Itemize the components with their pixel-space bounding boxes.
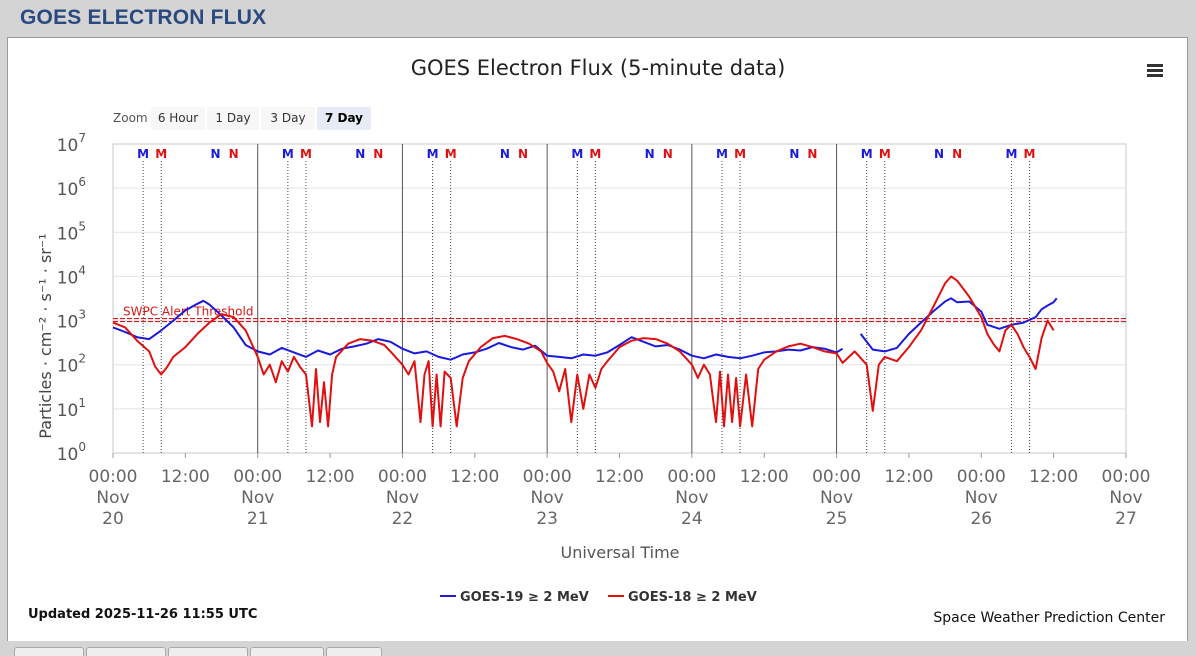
marker-label: M (1005, 147, 1017, 161)
updated-timestamp: Updated 2025-11-26 11:55 UTC (28, 607, 257, 622)
page-title: GOES ELECTRON FLUX (20, 6, 267, 29)
x-tick-label: 00:00 Nov 23 (523, 467, 572, 529)
x-tick-label: 00:00 Nov 26 (957, 467, 1006, 529)
y-tick-label: 106 (57, 175, 86, 200)
legend-label: GOES-19 ≥ 2 MeV (460, 590, 589, 605)
x-tick-label: 00:00 Nov 24 (667, 467, 716, 529)
zoom-button-label: 7 Day (325, 111, 363, 125)
chart-title: GOES Electron Flux (5-minute data) (411, 56, 786, 80)
marker-label: N (645, 147, 655, 161)
x-axis-label: Universal Time (560, 543, 679, 562)
zoom-button-3d[interactable]: 3 Day (261, 107, 315, 130)
y-tick-label: 105 (57, 219, 86, 244)
marker-label: N (355, 147, 365, 161)
zoom-button-7d[interactable]: 7 Day (317, 107, 371, 130)
x-tick-label: 00:00 Nov 25 (812, 467, 861, 529)
marker-label: M (155, 147, 167, 161)
marker-label: M (589, 147, 601, 161)
y-tick-label: 107 (57, 131, 86, 156)
day-lines (257, 144, 838, 453)
marker-label: M (571, 147, 583, 161)
x-tick-label: 00:00 Nov 27 (1102, 467, 1151, 529)
y-tick-label: 100 (57, 440, 86, 465)
zoom-button-label: 6 Hour (158, 111, 198, 125)
chart-panel: GOES Electron Flux (5-minute data) Zoom … (7, 37, 1188, 642)
marker-label: M (1024, 147, 1036, 161)
x-tick-label: 00:00 Nov 22 (378, 467, 427, 529)
x-tick-label: 00:00 Nov 21 (233, 467, 282, 529)
zoom-button-label: 3 Day (270, 111, 305, 125)
x-tick-label: 12:00 (306, 467, 355, 487)
y-tick-label: 104 (57, 263, 86, 288)
marker-label: M (879, 147, 891, 161)
bottom-tab-strip (0, 641, 1196, 656)
x-tick-labels: 00:00 Nov 20 12:00 00:00 Nov 21 12:00 00:00 Nov 22… (89, 453, 1151, 529)
marker-label: N (934, 147, 944, 161)
marker-label: N (373, 147, 383, 161)
marker-label: N (518, 147, 528, 161)
electron-flux-chart: GOES Electron Flux (5-minute data) Zoom … (28, 56, 1165, 626)
zoom-button-6h[interactable]: 6 Hour (151, 107, 205, 130)
y-tick-labels: 100 101 102 103 104 105 106 107 (57, 131, 86, 465)
marker-label: N (663, 147, 673, 161)
data-series (112, 275, 1058, 428)
grid-lines (113, 187, 1126, 410)
x-tick-label: 12:00 (450, 467, 499, 487)
zoom-controls: Zoom 6 Hour 1 Day 3 Day 7 Day (113, 107, 371, 130)
zoom-button-1d[interactable]: 1 Day (207, 107, 259, 130)
x-tick-label: 12:00 (1029, 467, 1078, 487)
marker-label: M (716, 147, 728, 161)
y-tick-label: 103 (57, 308, 86, 333)
plot-border (112, 143, 1127, 454)
credit-text: Space Weather Prediction Center (933, 610, 1165, 626)
legend-item-goes18[interactable]: GOES-18 ≥ 2 MeV (608, 590, 757, 605)
series-line-goes19 (112, 297, 1058, 361)
marker-label: M (282, 147, 294, 161)
x-tick-label: 12:00 (595, 467, 644, 487)
legend: GOES-19 ≥ 2 MeV GOES-18 ≥ 2 MeV (440, 590, 757, 605)
y-axis-label: Particles · cm⁻² · s⁻¹ · sr⁻¹ (36, 233, 55, 438)
marker-label: M (861, 147, 873, 161)
x-tick-label: 12:00 (884, 467, 933, 487)
legend-label: GOES-18 ≥ 2 MeV (628, 590, 757, 605)
marker-label: N (210, 147, 220, 161)
zoom-button-label: 1 Day (215, 111, 250, 125)
plot-area (112, 143, 1127, 454)
y-tick-label: 102 (57, 352, 86, 377)
marker-label: M (427, 147, 439, 161)
marker-label: N (807, 147, 817, 161)
series-line-goes18 (112, 275, 1055, 428)
marker-label: M (734, 147, 746, 161)
hamburger-menu-icon[interactable] (1147, 64, 1163, 77)
marker-label: N (500, 147, 510, 161)
x-tick-label: 00:00 Nov 20 (89, 467, 138, 529)
marker-label: N (229, 147, 239, 161)
zoom-label: Zoom (113, 111, 148, 125)
y-tick-label: 101 (57, 396, 86, 421)
marker-label: M (137, 147, 149, 161)
legend-item-goes19[interactable]: GOES-19 ≥ 2 MeV (440, 590, 589, 605)
page-header: GOES ELECTRON FLUX (0, 0, 1196, 36)
marker-label: N (789, 147, 799, 161)
marker-label: M (445, 147, 457, 161)
x-tick-label: 12:00 (161, 467, 210, 487)
x-tick-label: 12:00 (740, 467, 789, 487)
marker-label: N (952, 147, 962, 161)
marker-label: M (300, 147, 312, 161)
